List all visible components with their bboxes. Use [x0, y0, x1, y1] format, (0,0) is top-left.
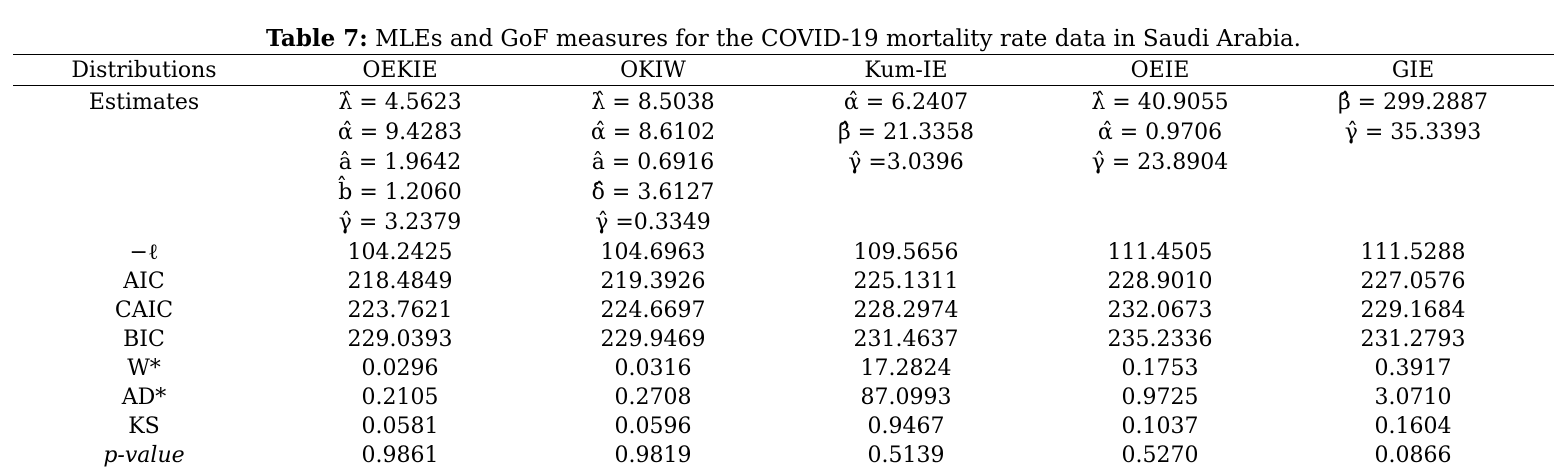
- row-label-measure: W*: [127, 356, 161, 381]
- estimate-value: â = 1.9642: [338, 150, 462, 175]
- table-header-rule: [13, 85, 1554, 86]
- measure-value: 0.0581: [361, 414, 439, 439]
- measure-value: 109.5656: [853, 240, 959, 265]
- measure-value: 229.0393: [347, 327, 453, 352]
- row-label-measure: AIC: [123, 269, 165, 294]
- measure-value: 0.0296: [361, 356, 439, 381]
- estimate-value: β̂ = 21.3358: [837, 120, 975, 145]
- measure-value: 0.5270: [1121, 443, 1199, 468]
- measure-value: 87.0993: [860, 385, 952, 410]
- estimate-value: λ̂ = 4.5623: [338, 90, 462, 115]
- measure-value: 219.3926: [600, 269, 706, 294]
- measure-value: 111.4505: [1107, 240, 1213, 265]
- measure-value: 0.1604: [1374, 414, 1452, 439]
- measure-value: 111.5288: [1360, 240, 1466, 265]
- measure-value: 104.2425: [347, 240, 453, 265]
- measure-value: 0.2105: [361, 385, 439, 410]
- estimate-value: λ̂ = 8.5038: [591, 90, 715, 115]
- column-header-oekie: OEKIE: [362, 58, 438, 83]
- measure-value: 232.0673: [1107, 298, 1213, 323]
- row-label-measure: p-value: [103, 443, 185, 468]
- estimate-value: γ̂ =0.3349: [595, 210, 711, 235]
- row-label-measure: KS: [128, 414, 160, 439]
- column-header-kum-ie: Kum-IE: [864, 58, 948, 83]
- measure-value: 0.5139: [867, 443, 945, 468]
- measure-value: 224.6697: [600, 298, 706, 323]
- measure-value: 3.0710: [1374, 385, 1452, 410]
- measure-value: 229.1684: [1360, 298, 1466, 323]
- column-header-okiw: OKIW: [620, 58, 686, 83]
- measure-value: 0.2708: [614, 385, 692, 410]
- measure-value: 223.7621: [347, 298, 453, 323]
- estimate-value: α̂ = 6.2407: [843, 90, 969, 115]
- estimate-value: b̂ = 1.2060: [338, 180, 462, 205]
- measure-value: 104.6963: [600, 240, 706, 265]
- table-caption: Table 7: MLEs and GoF measures for the C…: [0, 24, 1567, 54]
- estimate-value: α̂ = 9.4283: [337, 120, 463, 145]
- column-header-oeie: OEIE: [1130, 58, 1190, 83]
- estimate-value: â = 0.6916: [591, 150, 715, 175]
- measure-value: 0.9819: [614, 443, 692, 468]
- row-label-measure: CAIC: [114, 298, 174, 323]
- estimate-value: γ̂ =3.0396: [848, 150, 964, 175]
- measure-value: 235.2336: [1107, 327, 1213, 352]
- column-header-gie: GIE: [1391, 58, 1435, 83]
- estimate-value: α̂ = 0.9706: [1097, 120, 1223, 145]
- estimate-value: δ̂ = 3.6127: [591, 180, 715, 205]
- measure-value: 218.4849: [347, 269, 453, 294]
- measure-value: 0.0866: [1374, 443, 1452, 468]
- measure-value: 231.2793: [1360, 327, 1466, 352]
- measure-value: 229.9469: [600, 327, 706, 352]
- measure-value: 0.9861: [361, 443, 439, 468]
- row-label-measure: AD*: [121, 385, 167, 410]
- estimate-value: γ̂ = 35.3393: [1344, 120, 1482, 145]
- estimate-value: γ̂ = 3.2379: [338, 210, 462, 235]
- measure-value: 0.0596: [614, 414, 692, 439]
- measure-value: 0.1753: [1121, 356, 1199, 381]
- measure-value: 227.0576: [1360, 269, 1466, 294]
- measure-value: 231.4637: [853, 327, 959, 352]
- measure-value: 228.9010: [1107, 269, 1213, 294]
- column-header-distributions: Distributions: [71, 58, 217, 83]
- row-label-measure: BIC: [123, 327, 165, 352]
- table-top-rule: [13, 54, 1554, 55]
- measure-value: 228.2974: [853, 298, 959, 323]
- estimate-value: α̂ = 8.6102: [590, 120, 716, 145]
- table-caption-text: MLEs and GoF measures for the COVID-19 m…: [367, 26, 1301, 52]
- estimate-value: γ̂ = 23.8904: [1091, 150, 1229, 175]
- estimate-value: λ̂ = 40.9055: [1091, 90, 1229, 115]
- measure-value: 17.2824: [860, 356, 952, 381]
- row-label-measure: −ℓ: [129, 240, 159, 265]
- measure-value: 0.3917: [1374, 356, 1452, 381]
- measure-value: 0.9467: [867, 414, 945, 439]
- row-label-estimates: Estimates: [88, 90, 200, 115]
- measure-value: 0.0316: [614, 356, 692, 381]
- estimate-value: β̂ = 299.2887: [1337, 90, 1489, 115]
- measure-value: 225.1311: [853, 269, 959, 294]
- table-caption-label: Table 7:: [266, 25, 368, 52]
- measure-value: 0.9725: [1121, 385, 1199, 410]
- measure-value: 0.1037: [1121, 414, 1199, 439]
